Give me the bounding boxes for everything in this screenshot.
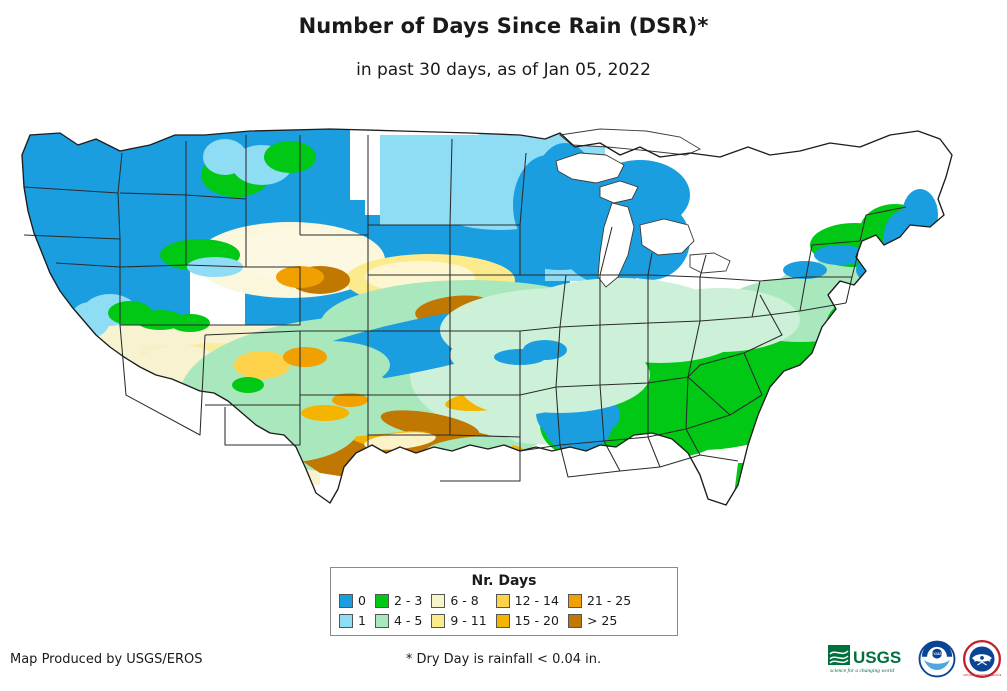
state-boundaries (23, 135, 907, 482)
map-container[interactable] (0, 95, 1007, 555)
legend-column-1: 0 1 (339, 592, 366, 629)
legend-item[interactable]: 6 - 8 (431, 592, 486, 609)
legend-swatch (339, 613, 353, 628)
legend-column-5: 21 - 25 > 25 (567, 592, 632, 629)
legend-item[interactable]: 4 - 5 (374, 612, 423, 629)
usgs-wordmark: USGS (853, 648, 901, 667)
legend-column-2: 2 - 3 4 - 5 (374, 592, 423, 629)
legend-column-4: 12 - 14 15 - 20 (495, 592, 559, 629)
great-lakes (555, 128, 731, 288)
legend-label: 1 (358, 613, 366, 628)
country-outline (21, 128, 953, 506)
page-subtitle: in past 30 days, as of Jan 05, 2022 (356, 60, 651, 80)
legend-items: 0 1 2 - 3 4 - 5 6 - 8 9 (331, 589, 677, 629)
legend-item[interactable]: 2 - 3 (374, 592, 423, 609)
legend-swatch (339, 593, 353, 608)
legend-swatch (431, 593, 446, 608)
legend-item[interactable]: > 25 (567, 612, 631, 629)
legend-item[interactable]: 0 (339, 592, 366, 609)
nws-wordmark: NATIONAL WEATHER SERVICE (963, 673, 1001, 677)
page-title: Number of Days Since Rain (DSR)* (298, 14, 709, 38)
legend-label: 12 - 14 (514, 593, 559, 608)
map-legend: Nr. Days 0 1 2 - 3 4 - 5 (330, 567, 678, 636)
legend-item[interactable]: 9 - 11 (431, 612, 487, 629)
map-credit: Map Produced by USGS/EROS (10, 652, 203, 667)
legend-item[interactable]: 21 - 25 (567, 592, 632, 609)
legend-swatch (374, 613, 389, 628)
legend-column-3: 6 - 8 9 - 11 (431, 592, 487, 629)
legend-item[interactable]: 1 (339, 612, 366, 629)
legend-label: 6 - 8 (450, 593, 479, 608)
legend-title: Nr. Days (471, 573, 537, 589)
legend-swatch (431, 613, 446, 628)
usgs-logo[interactable]: USGS science for a changing world (827, 642, 911, 676)
legend-item[interactable]: 12 - 14 (495, 592, 559, 609)
noaa-logo[interactable]: noaa (918, 640, 956, 678)
usgs-tagline: science for a changing world (830, 667, 894, 674)
agency-logos: USGS science for a changing world noaa N… (827, 634, 1001, 684)
noaa-wordmark: noaa (932, 651, 942, 656)
legend-swatch (495, 613, 510, 628)
legend-swatch (374, 593, 389, 608)
legend-swatch (567, 593, 582, 608)
map-footnote: * Dry Day is rainfall < 0.04 in. (405, 652, 602, 667)
legend-label: 15 - 20 (514, 613, 559, 628)
nws-logo[interactable]: NATIONAL WEATHER SERVICE (963, 640, 1001, 678)
legend-item[interactable]: 15 - 20 (495, 612, 559, 629)
legend-swatch (495, 593, 510, 608)
legend-swatch (567, 613, 582, 628)
legend-label: 0 (358, 593, 366, 608)
legend-label: 2 - 3 (393, 593, 423, 608)
legend-label: 9 - 11 (450, 613, 487, 628)
legend-label: > 25 (586, 613, 618, 628)
legend-label: 21 - 25 (586, 593, 632, 608)
us-dsr-choropleth-map[interactable] (0, 95, 1007, 555)
legend-label: 4 - 5 (393, 613, 423, 628)
